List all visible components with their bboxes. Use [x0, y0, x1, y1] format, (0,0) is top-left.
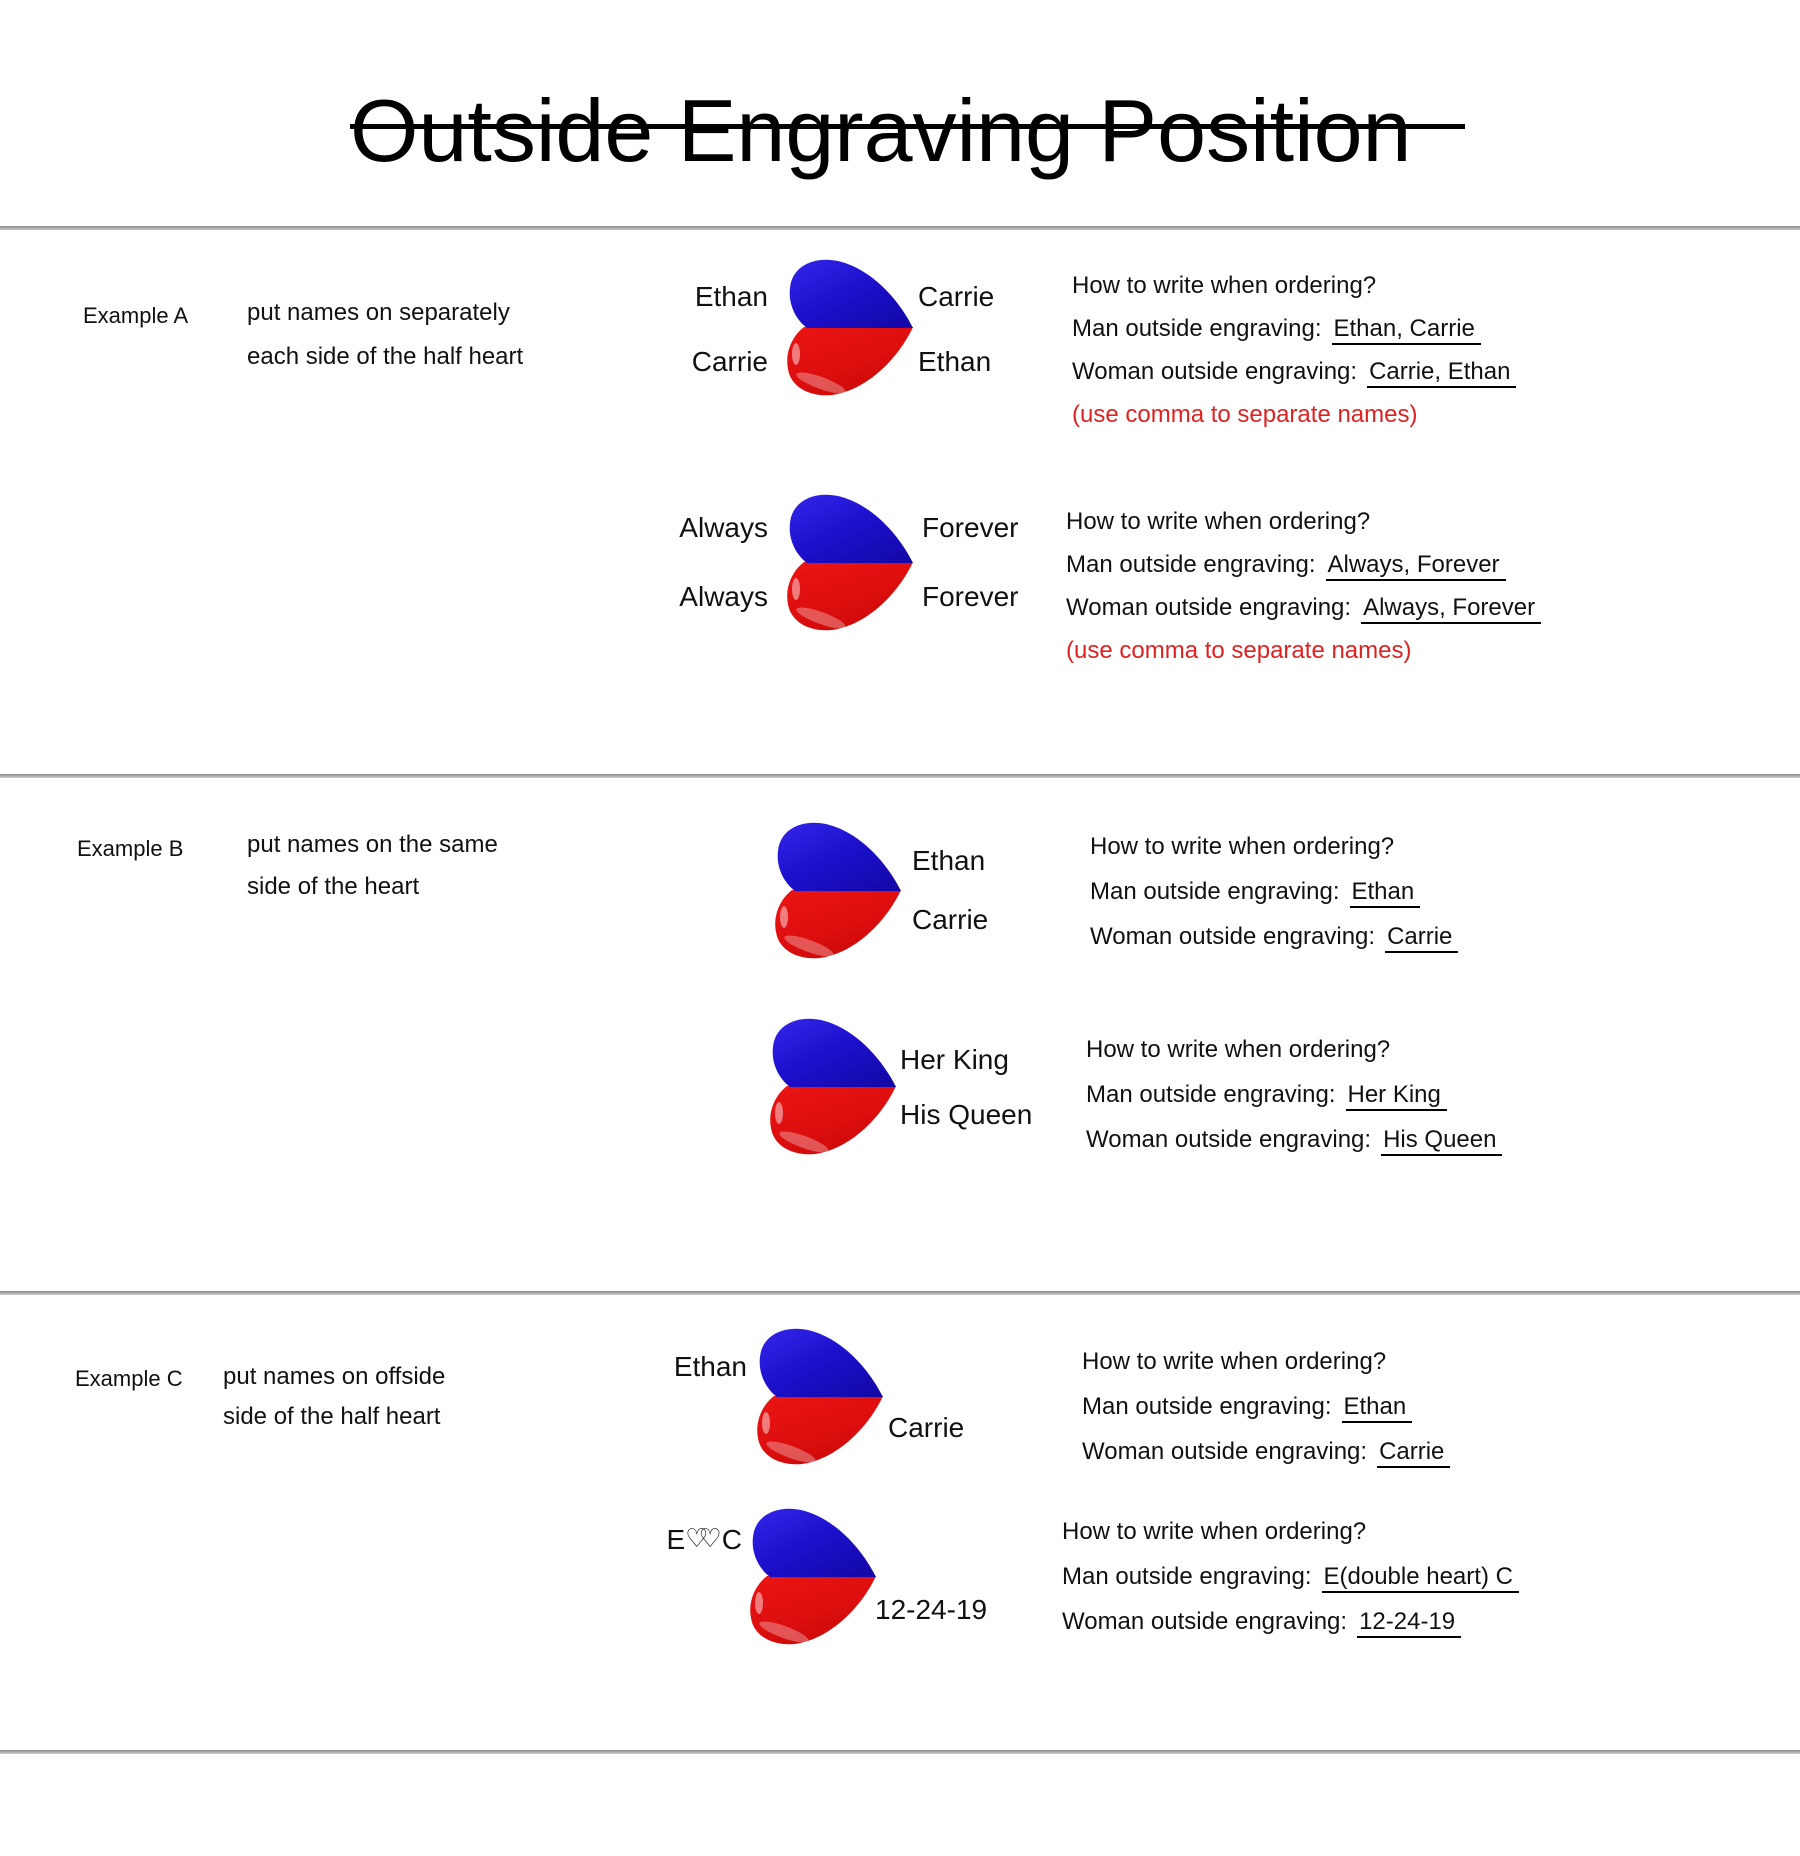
man-engraving-label: Man outside engraving: [1072, 315, 1322, 342]
example-c-label: Example C [75, 1366, 183, 1391]
initial-right: C [721, 1524, 742, 1555]
half-heart-graphic [775, 820, 903, 962]
heart-label-bottom-right: His Queen [900, 1099, 1033, 1130]
ordering-instructions: How to write when ordering? Man outside … [1072, 272, 1517, 444]
example-a-description-line2: each side of the half heart [247, 343, 524, 370]
woman-engraving-line: Woman outside engraving: Carrie [1082, 1438, 1451, 1483]
woman-engraving-value: Carrie [1377, 1438, 1451, 1468]
woman-engraving-line: Woman outside engraving: 12-24-19 [1062, 1608, 1519, 1653]
ordering-question: How to write when ordering? [1066, 508, 1371, 535]
heart-label-top-right: Forever [922, 512, 1019, 543]
man-engraving-label: Man outside engraving: [1062, 1563, 1312, 1590]
heart-label-top-left: Ethan [673, 1351, 747, 1382]
half-heart-graphic [787, 257, 915, 399]
ordering-question: How to write when ordering? [1086, 1036, 1391, 1063]
heart-label-top-left: Ethan [694, 281, 768, 312]
man-engraving-line: Man outside engraving: Ethan, Carrie [1072, 315, 1516, 358]
man-engraving-label: Man outside engraving: [1090, 878, 1340, 905]
man-engraving-value: Ethan [1341, 1393, 1413, 1423]
double-heart-icon: ♡♡ [685, 1524, 721, 1554]
heart-label-bottom-left: Carrie [691, 346, 768, 377]
woman-engraving-line: Woman outside engraving: Carrie, Ethan [1072, 358, 1517, 401]
ordering-instructions: How to write when ordering? Man outside … [1086, 1036, 1503, 1171]
half-heart-graphic [757, 1326, 885, 1468]
example-b-description-line2: side of the heart [247, 873, 420, 900]
heart-label-bottom-left: Always [679, 581, 768, 612]
initial-left: E [666, 1524, 686, 1555]
woman-engraving-label: Woman outside engraving: [1072, 358, 1358, 385]
woman-engraving-value: His Queen [1381, 1126, 1503, 1156]
man-engraving-value: Her King [1345, 1081, 1447, 1111]
heart-label-bottom-right: Forever [922, 581, 1019, 612]
heart-label-bottom-right: Ethan [918, 346, 992, 377]
man-engraving-line: Man outside engraving: Ethan [1082, 1393, 1450, 1438]
heart-label-bottom-right: 12-24-19 [875, 1594, 988, 1625]
man-engraving-value: Ethan [1349, 878, 1421, 908]
half-heart-graphic [770, 1016, 898, 1158]
man-engraving-label: Man outside engraving: [1066, 551, 1316, 578]
woman-engraving-label: Woman outside engraving: [1090, 923, 1376, 950]
section-divider [0, 1291, 1800, 1295]
ordering-instructions: How to write when ordering? Man outside … [1066, 508, 1542, 680]
woman-engraving-value: Carrie [1385, 923, 1459, 953]
heart-label-top-right: Her King [900, 1044, 1009, 1075]
man-engraving-line: Man outside engraving: Ethan [1090, 878, 1458, 923]
woman-engraving-value: 12-24-19 [1357, 1608, 1462, 1638]
man-engraving-label: Man outside engraving: [1086, 1081, 1336, 1108]
ordering-question: How to write when ordering? [1062, 1518, 1367, 1545]
title-underline [350, 124, 1465, 129]
example-a-label: Example A [83, 303, 189, 328]
man-engraving-value: Ethan, Carrie [1331, 315, 1481, 345]
woman-engraving-line: Woman outside engraving: Always, Forever [1066, 594, 1542, 637]
half-heart-graphic [787, 492, 915, 634]
section-divider [0, 226, 1800, 230]
ordering-instructions: How to write when ordering? Man outside … [1082, 1348, 1451, 1483]
man-engraving-value: E(double heart) C [1321, 1563, 1519, 1593]
half-heart-graphic [750, 1506, 878, 1648]
woman-engraving-label: Woman outside engraving: [1086, 1126, 1372, 1153]
comma-note: (use comma to separate names) [1072, 401, 1418, 428]
woman-engraving-line: Woman outside engraving: Carrie [1090, 923, 1459, 968]
woman-engraving-label: Woman outside engraving: [1066, 594, 1352, 621]
example-b-description-line1: put names on the same [247, 831, 498, 858]
ordering-question: How to write when ordering? [1090, 833, 1395, 860]
woman-engraving-label: Woman outside engraving: [1062, 1608, 1348, 1635]
ordering-instructions: How to write when ordering? Man outside … [1090, 833, 1459, 968]
man-engraving-line: Man outside engraving: Always, Forever [1066, 551, 1541, 594]
woman-engraving-value: Always, Forever [1361, 594, 1542, 624]
woman-engraving-value: Carrie, Ethan [1367, 358, 1517, 388]
example-c-description-line2: side of the half heart [223, 1403, 441, 1430]
man-engraving-label: Man outside engraving: [1082, 1393, 1332, 1420]
page-title: Outside Engraving Position [350, 80, 1412, 180]
comma-note: (use comma to separate names) [1066, 637, 1412, 664]
ordering-question: How to write when ordering? [1082, 1348, 1387, 1375]
woman-engraving-line: Woman outside engraving: His Queen [1086, 1126, 1503, 1171]
heart-label-top-left: Always [679, 512, 768, 543]
man-engraving-value: Always, Forever [1325, 551, 1506, 581]
heart-label-bottom-right: Carrie [888, 1412, 965, 1443]
woman-engraving-label: Woman outside engraving: [1082, 1438, 1368, 1465]
heart-label-top-left-initials: E♡♡ C [582, 1524, 742, 1557]
man-engraving-line: Man outside engraving: E(double heart) C [1062, 1563, 1519, 1608]
section-divider [0, 1750, 1800, 1754]
example-b-label: Example B [77, 836, 184, 861]
heart-label-top-right: Carrie [918, 281, 995, 312]
heart-label-bottom-right: Carrie [912, 904, 989, 935]
ordering-question: How to write when ordering? [1072, 272, 1377, 299]
man-engraving-line: Man outside engraving: Her King [1086, 1081, 1502, 1126]
example-a-description-line1: put names on separately [247, 299, 510, 326]
heart-label-top-right: Ethan [912, 845, 986, 876]
example-c-description-line1: put names on offside [223, 1363, 446, 1390]
ordering-instructions: How to write when ordering? Man outside … [1062, 1518, 1519, 1653]
section-divider [0, 774, 1800, 778]
